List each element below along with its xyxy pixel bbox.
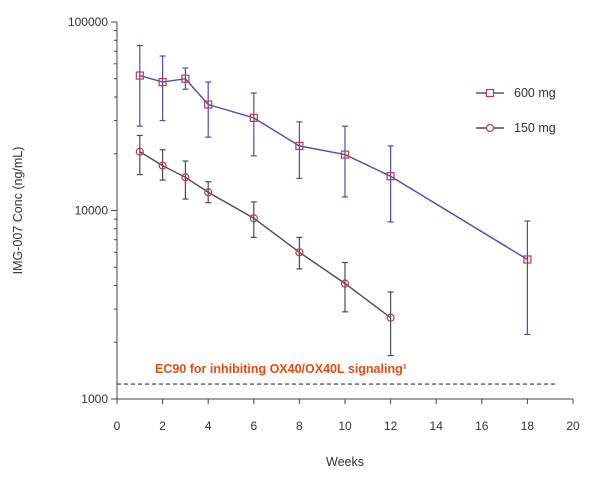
- series-1: [135, 134, 395, 357]
- x-tick-label: 14: [430, 419, 444, 433]
- x-tick-label: 0: [114, 419, 121, 433]
- x-tick-label: 8: [296, 419, 303, 433]
- legend: 600 mg 150 mg: [476, 86, 556, 135]
- data-point-circle: [249, 214, 258, 223]
- data-point-square: [249, 113, 258, 122]
- data-point-square: [204, 100, 213, 109]
- data-point-circle: [340, 279, 350, 288]
- series-group: [135, 44, 532, 357]
- data-point-square: [386, 172, 395, 181]
- x-tick-label: 12: [384, 419, 398, 433]
- series-line-150-mg: [139, 151, 392, 319]
- x-axis-title: Weeks: [326, 455, 364, 469]
- y-tick-label: 1000: [81, 392, 108, 406]
- x-tick-label: 4: [205, 419, 212, 433]
- legend-marker-square: [485, 88, 495, 98]
- data-point-square: [158, 77, 167, 87]
- data-point-square: [295, 141, 304, 151]
- x-tick-label: 6: [250, 419, 257, 433]
- data-point-circle: [158, 161, 167, 170]
- legend-label: 600 mg: [514, 86, 556, 100]
- data-point-square: [135, 71, 144, 80]
- axes: 0 2 4 6 8 10 12 14 16 18 20 1000 10000 100000: [68, 15, 580, 433]
- x-tick-label: 20: [566, 419, 580, 433]
- x-tick-label: 2: [159, 419, 166, 433]
- data-point-circle: [181, 173, 190, 182]
- data-point-square: [181, 74, 190, 83]
- series-0: [135, 44, 532, 336]
- x-tick-label: 18: [521, 419, 535, 433]
- ec90-annotation-label: EC90 for inhibiting OX40/OX40L signaling…: [155, 362, 407, 376]
- data-point-circle: [135, 147, 144, 156]
- data-point-circle: [204, 188, 213, 197]
- data-point-square: [340, 150, 350, 159]
- data-point-square: [523, 255, 532, 264]
- y-axis-title: IMG-007 Conc (ng/mL): [11, 147, 25, 275]
- x-tick-label: 16: [475, 419, 489, 433]
- y-tick-label: 10000: [75, 204, 109, 218]
- series-line-600-mg: [139, 74, 528, 261]
- x-tick-label: 10: [338, 419, 352, 433]
- data-point-circle: [386, 313, 395, 322]
- legend-marker-circle: [485, 123, 495, 133]
- legend-label: 150 mg: [514, 121, 556, 135]
- reference-line-group: EC90 for inhibiting OX40/OX40L signaling…: [117, 362, 556, 385]
- data-point-circle: [295, 248, 304, 257]
- y-tick-label: 100000: [68, 15, 108, 29]
